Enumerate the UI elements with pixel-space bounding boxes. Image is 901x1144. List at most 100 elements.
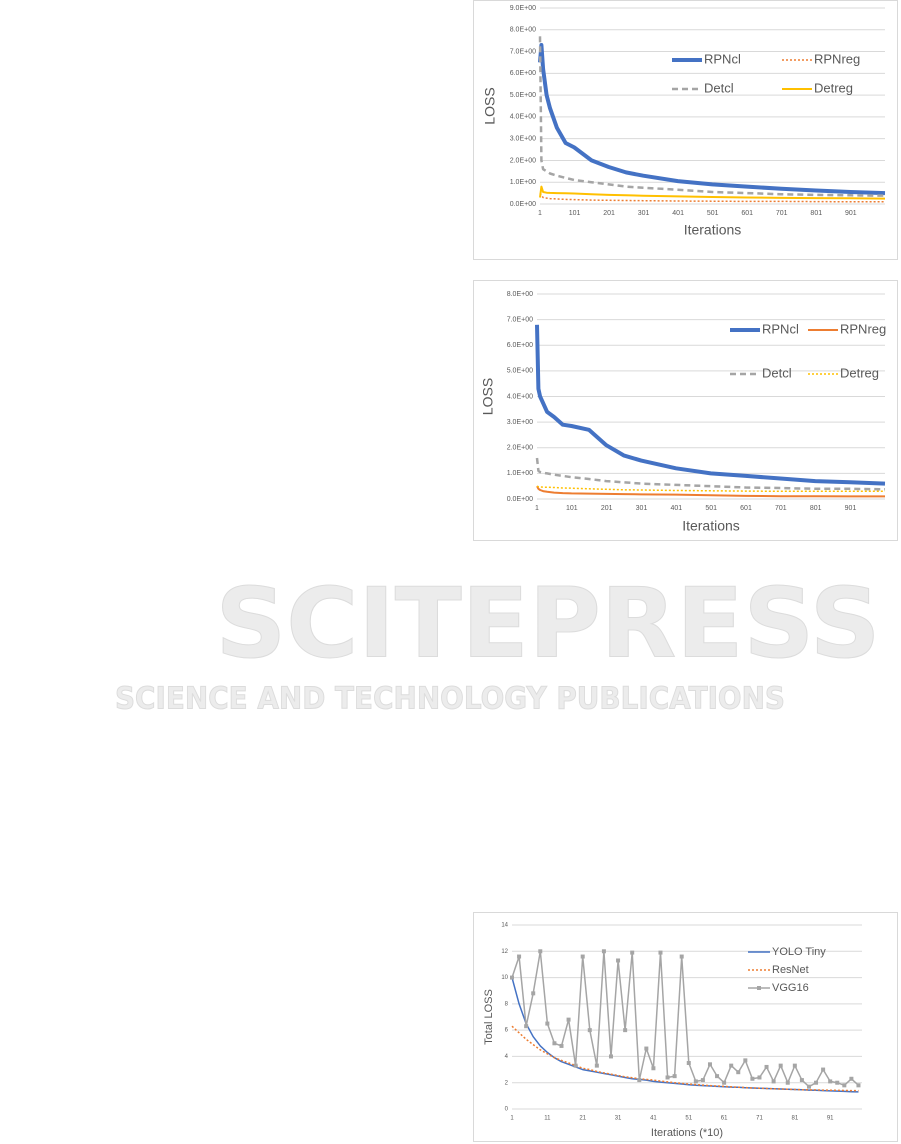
data-point [736, 1070, 741, 1075]
data-point [792, 1063, 797, 1068]
x-tick-label: 101 [566, 505, 578, 512]
data-point [722, 1080, 727, 1085]
x-tick-label: 201 [601, 505, 613, 512]
legend-marker [757, 986, 761, 990]
data-point [623, 1028, 628, 1033]
data-point [559, 1043, 564, 1048]
watermark-subtitle: SCIENCE AND TECHNOLOGY PUBLICATIONS [115, 682, 785, 717]
legend-label: Detreg [814, 80, 853, 95]
data-point [835, 1080, 840, 1085]
data-point [665, 1075, 670, 1080]
legend-label: RPNreg [814, 51, 860, 66]
data-point [778, 1063, 783, 1068]
y-tick-label: 6.0E+00 [507, 342, 533, 349]
data-point [538, 949, 543, 954]
data-point [856, 1083, 861, 1088]
data-point [658, 950, 663, 955]
legend-label: Detcl [704, 80, 734, 95]
x-tick-label: 1 [535, 505, 539, 512]
data-point [630, 950, 635, 955]
x-tick-label: 801 [810, 505, 822, 512]
y-axis-label: LOSS [480, 378, 496, 415]
y-tick-label: 6 [505, 1028, 509, 1034]
x-axis-label: Iterations [682, 518, 740, 534]
x-tick-label: 1 [538, 210, 542, 217]
y-tick-label: 2 [505, 1080, 509, 1086]
legend-label: RPNreg [840, 321, 886, 336]
data-point [573, 1063, 578, 1068]
data-point [693, 1079, 698, 1084]
data-point [587, 1028, 592, 1033]
chart-frame [473, 0, 898, 260]
data-point [729, 1063, 734, 1068]
y-tick-label: 3.0E+00 [510, 136, 536, 143]
y-tick-label: 0 [505, 1107, 509, 1113]
chart-frame [473, 912, 898, 1142]
data-point [757, 1075, 762, 1080]
x-tick-label: 501 [707, 210, 719, 217]
x-tick-label: 91 [827, 1116, 834, 1122]
data-point [707, 1062, 712, 1067]
data-point [601, 949, 606, 954]
x-tick-label: 201 [603, 210, 615, 217]
y-axis-label: Total LOSS [483, 989, 495, 1045]
legend-label: Detreg [840, 365, 879, 380]
data-point [510, 975, 514, 980]
legend-label: RPNcl [704, 51, 741, 66]
legend-label: YOLO Tiny [772, 946, 826, 958]
x-tick-label: 901 [845, 505, 857, 512]
chart-frame [473, 280, 898, 541]
series-line [535, 324, 886, 486]
data-point [686, 1061, 691, 1065]
x-tick-label: 81 [791, 1116, 798, 1122]
data-point [743, 1058, 748, 1063]
series-line [511, 950, 860, 1088]
data-point [750, 1076, 755, 1081]
x-tick-label: 701 [776, 210, 788, 217]
x-tick-label: 601 [740, 505, 752, 512]
data-point [806, 1084, 811, 1089]
y-tick-label: 1.0E+00 [507, 470, 533, 477]
x-tick-label: 801 [810, 210, 822, 217]
series-line [511, 1025, 859, 1092]
y-tick-label: 1.0E+00 [510, 179, 536, 186]
y-tick-label: 10 [501, 975, 508, 981]
x-tick-label: 31 [615, 1116, 622, 1122]
x-tick-label: 901 [845, 210, 857, 217]
y-tick-label: 4 [505, 1054, 509, 1060]
legend-label: Detcl [762, 365, 792, 380]
y-tick-label: 14 [501, 923, 508, 929]
x-tick-label: 401 [672, 210, 684, 217]
data-point [814, 1080, 819, 1085]
x-tick-label: 71 [756, 1116, 763, 1122]
data-point [644, 1046, 649, 1051]
x-tick-label: 301 [638, 210, 650, 217]
legend-label: ResNet [772, 964, 809, 976]
series-line [511, 977, 859, 1093]
x-tick-label: 61 [721, 1116, 728, 1122]
data-point [842, 1083, 847, 1088]
series-line [535, 457, 886, 491]
data-point [771, 1079, 776, 1084]
series-line [539, 192, 885, 203]
x-axis-label: Iterations [684, 222, 742, 238]
legend-label: VGG16 [772, 982, 809, 994]
x-tick-label: 501 [705, 505, 717, 512]
data-point [700, 1078, 705, 1083]
x-tick-label: 601 [741, 210, 753, 217]
data-point [828, 1079, 833, 1084]
data-point [594, 1063, 599, 1068]
data-point [821, 1067, 826, 1072]
data-point [552, 1041, 557, 1046]
data-point [531, 991, 536, 996]
data-point [849, 1076, 854, 1081]
series-line [536, 485, 885, 498]
y-tick-label: 3.0E+00 [507, 419, 533, 426]
data-point [517, 954, 522, 959]
data-point [651, 1066, 656, 1071]
data-point [785, 1080, 790, 1085]
data-point [524, 1024, 529, 1029]
x-tick-label: 11 [544, 1116, 551, 1122]
x-tick-label: 101 [569, 210, 581, 217]
